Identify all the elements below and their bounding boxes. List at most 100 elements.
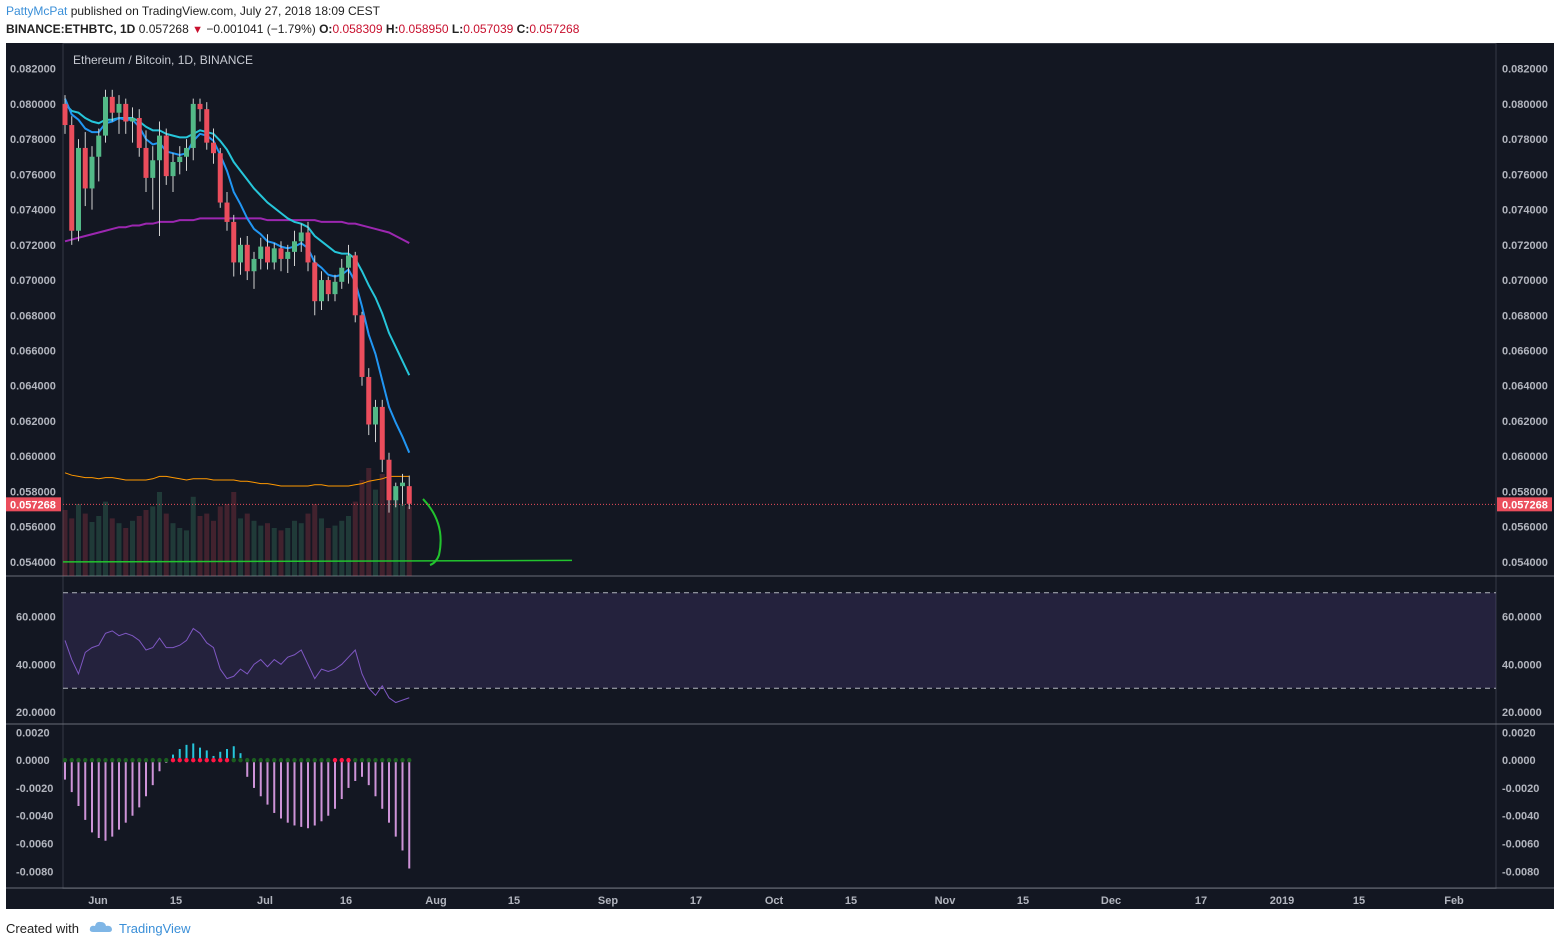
volume-bar xyxy=(292,520,297,576)
y-tick-right: 0.078000 xyxy=(1502,134,1548,146)
x-tick-label: 15 xyxy=(1353,895,1365,907)
zero-dot xyxy=(380,757,385,763)
candle-body xyxy=(103,96,108,136)
x-tick-label: Oct xyxy=(765,895,784,907)
zero-dot xyxy=(150,757,155,763)
volume-bar xyxy=(332,525,338,576)
symbol-label: BINANCE:ETHBTC, 1D xyxy=(6,22,136,36)
zero-dot xyxy=(346,757,351,763)
candle-body xyxy=(130,117,135,122)
zero-dot xyxy=(312,757,317,763)
zero-dot xyxy=(366,757,371,763)
zero-dot xyxy=(272,757,277,763)
zero-dot xyxy=(69,757,74,763)
candle-body xyxy=(346,255,351,268)
candle-body xyxy=(190,103,196,148)
candle-body xyxy=(258,246,264,259)
x-tick-label: 2019 xyxy=(1270,895,1294,907)
zero-dot xyxy=(245,757,250,763)
zero-dot xyxy=(184,757,189,763)
y-tick-left: 0.058000 xyxy=(10,486,56,498)
candle-body xyxy=(400,482,405,487)
x-tick-label: Aug xyxy=(425,895,446,907)
zero-dot xyxy=(164,757,169,763)
zero-dot xyxy=(353,757,358,763)
hist-tick-right: -0.0080 xyxy=(1502,866,1539,878)
volume-bar xyxy=(325,528,331,576)
zero-dot xyxy=(386,757,392,763)
zero-dot xyxy=(407,757,412,763)
low-value: 0.057039 xyxy=(463,22,514,36)
volume-bar xyxy=(298,523,304,576)
candle-body xyxy=(312,262,318,302)
y-tick-right: 0.064000 xyxy=(1502,381,1548,393)
zero-dot xyxy=(89,757,95,763)
candle-body xyxy=(393,486,399,501)
volume-bar xyxy=(76,504,81,576)
y-tick-right: 0.080000 xyxy=(1502,99,1548,111)
zero-dot xyxy=(96,757,101,763)
x-tick-label: Jul xyxy=(257,895,273,907)
candle-body xyxy=(204,109,210,143)
volume-bar xyxy=(157,492,162,576)
hist-tick-left: 0.0020 xyxy=(16,727,50,739)
volume-bar xyxy=(96,516,102,576)
candle-body xyxy=(197,103,203,110)
ema-mid-line xyxy=(64,103,411,376)
zero-dot xyxy=(299,757,304,763)
down-arrow-icon: ▼ xyxy=(192,24,203,36)
hist-tick-right: 0.0020 xyxy=(1502,727,1536,739)
change-value: −0.001041 (−1.79%) xyxy=(206,22,316,36)
chart-svg[interactable]: 0.082000 0.082000 0.080000 0.080000 0.078000… xyxy=(6,43,1554,909)
y-tick-right: 0.070000 xyxy=(1502,275,1548,287)
candle-body xyxy=(244,244,250,272)
zero-dot xyxy=(285,757,290,763)
created-with-text: Created with xyxy=(6,921,79,936)
author-link[interactable]: PattyMcPat xyxy=(6,4,68,18)
volume-bar xyxy=(231,492,237,576)
candle-body xyxy=(82,147,88,189)
zero-dot xyxy=(103,757,108,763)
ohlc-line: BINANCE:ETHBTC, 1D 0.057268 ▼ −0.001041 … xyxy=(6,22,579,36)
candle-body xyxy=(170,162,176,177)
y-tick-left: 0.080000 xyxy=(10,99,56,111)
zero-dot xyxy=(305,757,311,763)
y-tick-left: 0.070000 xyxy=(10,275,56,287)
y-tick-left: 0.054000 xyxy=(10,557,56,569)
tradingview-link[interactable]: TradingView xyxy=(118,921,191,936)
zero-dot xyxy=(137,757,142,763)
rsi-tick-left: 20.0000 xyxy=(16,707,56,719)
x-tick-label: Dec xyxy=(1101,895,1121,907)
hist-tick-left: -0.0080 xyxy=(16,866,53,878)
candle-body xyxy=(359,315,365,377)
publish-line: PattyMcPat published on TradingView.com,… xyxy=(6,4,380,18)
zero-dot xyxy=(130,757,135,763)
price-label-right xyxy=(1497,497,1552,512)
price-label-left-text: 0.057268 xyxy=(10,499,56,511)
volume-bar xyxy=(400,504,405,576)
candle-body xyxy=(211,142,216,154)
zero-dot xyxy=(319,757,324,763)
volume-bar xyxy=(339,520,345,576)
open-value: 0.058309 xyxy=(332,22,383,36)
volume-bar xyxy=(224,504,230,576)
x-tick-label: 15 xyxy=(508,895,520,907)
open-label: O: xyxy=(319,22,333,36)
candle-body xyxy=(332,281,338,295)
x-tick-label: Feb xyxy=(1444,895,1464,907)
high-value: 0.058950 xyxy=(398,22,449,36)
zero-dot xyxy=(110,757,115,763)
hist-tick-right: -0.0040 xyxy=(1502,811,1539,823)
candle-body xyxy=(379,406,385,460)
candle-body xyxy=(76,147,81,231)
close-label: C: xyxy=(516,22,530,36)
volume-bar xyxy=(406,506,412,576)
y-tick-right: 0.072000 xyxy=(1502,240,1548,252)
zero-dot xyxy=(292,757,297,763)
y-tick-left: 0.076000 xyxy=(10,169,56,181)
candle-body xyxy=(69,125,75,231)
candle-body xyxy=(352,255,358,316)
candle-body xyxy=(96,135,102,157)
hist-tick-right: 0.0000 xyxy=(1502,755,1536,767)
chart-frame[interactable]: 0.082000 0.082000 0.080000 0.080000 0.078000… xyxy=(6,43,1554,909)
